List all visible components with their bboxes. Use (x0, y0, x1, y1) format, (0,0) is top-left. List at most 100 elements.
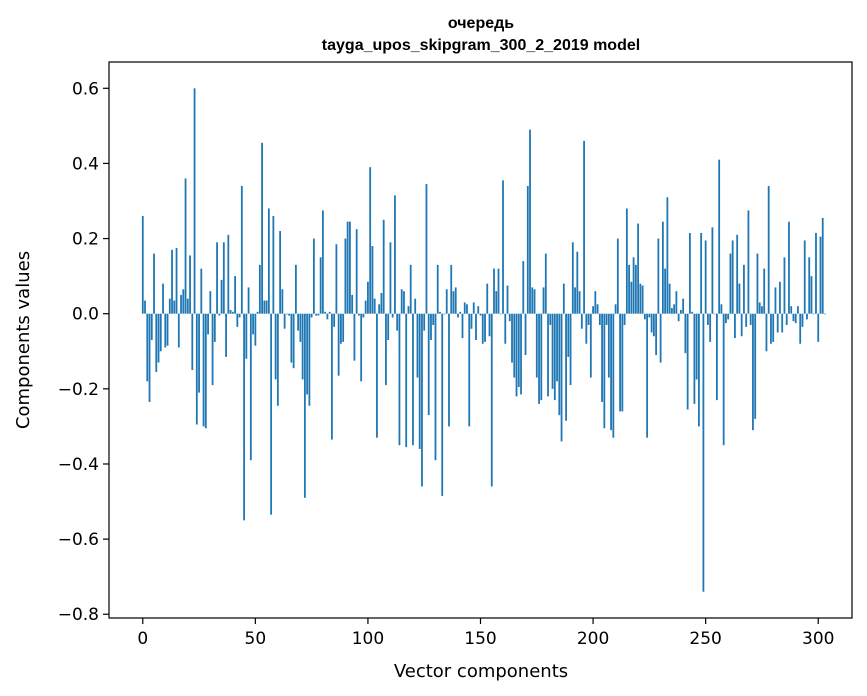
x-axis-ticks: 0 50 100 150 200 250 300 (137, 618, 834, 649)
bar-16 (177, 313, 180, 348)
bar-283 (779, 281, 781, 314)
bar-10 (164, 313, 167, 348)
bar-256 (718, 159, 721, 314)
bar-126 (425, 184, 428, 314)
bar-237 (675, 291, 678, 314)
bar-276 (763, 268, 766, 314)
bar-216 (628, 264, 630, 314)
bar-211 (616, 238, 619, 314)
bar-284 (781, 313, 784, 333)
bar-95 (355, 229, 358, 314)
bar-291 (797, 306, 799, 314)
bar-84 (331, 313, 333, 440)
bar-259 (725, 313, 727, 324)
bar-232 (664, 268, 667, 314)
bar-261 (729, 253, 732, 314)
bar-206 (605, 313, 608, 325)
bar-37 (225, 313, 227, 357)
bar-56 (267, 208, 270, 314)
bar-274 (758, 302, 761, 314)
bar-233 (666, 197, 669, 314)
bar-204 (601, 313, 603, 402)
bar-24 (195, 313, 198, 425)
bar-6 (155, 313, 158, 372)
bar-52 (258, 264, 261, 314)
bar-182 (551, 313, 554, 389)
y-axis-ticks: −0.8 −0.6 −0.4 −0.2 0.0 0.2 0.4 0.6 (58, 79, 109, 625)
bar-200 (592, 306, 594, 314)
bar-193 (576, 251, 579, 314)
bar-302 (821, 217, 824, 314)
bar-251 (707, 313, 709, 325)
bar-80 (321, 210, 324, 314)
bar-39 (229, 309, 232, 314)
chart-subtitle: tayga_upos_skipgram_300_2_2019 model (322, 37, 640, 54)
bar-20 (186, 298, 189, 314)
bar-296 (808, 257, 811, 314)
bar-112 (394, 195, 396, 314)
bar-270 (749, 313, 752, 325)
x-tick-label: 0 (137, 629, 148, 649)
bar-114 (398, 313, 401, 446)
bar-143 (463, 302, 466, 314)
bar-152 (484, 313, 486, 342)
bar-179 (544, 253, 547, 314)
bar-145 (468, 313, 471, 427)
bar-9 (162, 283, 164, 314)
bar-5 (153, 253, 155, 314)
bar-273 (756, 253, 759, 314)
y-tick-label: −0.2 (58, 380, 99, 400)
bar-278 (767, 185, 770, 314)
x-tick-label: 150 (464, 629, 496, 649)
bar-258 (722, 313, 725, 446)
bar-190 (569, 313, 572, 386)
bar-191 (571, 242, 574, 314)
bar-289 (792, 313, 795, 322)
bar-254 (713, 313, 716, 315)
bar-1 (144, 300, 146, 314)
bar-222 (641, 285, 644, 314)
bar-298 (812, 313, 815, 315)
bar-26 (200, 268, 203, 314)
bar-185 (558, 313, 561, 416)
bar-167 (517, 313, 520, 387)
bar-125 (423, 313, 426, 331)
y-tick-label: 0.6 (72, 79, 99, 99)
bar-15 (175, 247, 178, 314)
bar-176 (538, 313, 540, 404)
bar-41 (234, 276, 236, 314)
bar-174 (533, 289, 536, 314)
bar-249 (702, 313, 705, 592)
bar-160 (502, 180, 504, 314)
bar-239 (679, 309, 682, 314)
bar-220 (637, 223, 640, 314)
bar-33 (216, 242, 218, 314)
bar-189 (567, 313, 570, 357)
bar-66 (290, 313, 293, 363)
bar-290 (794, 313, 797, 324)
bar-85 (333, 313, 336, 327)
bar-300 (817, 313, 820, 342)
bar-45 (243, 313, 245, 521)
bar-294 (803, 240, 806, 314)
bar-235 (670, 308, 673, 314)
bar-246 (695, 313, 698, 380)
x-tick-label: 50 (245, 629, 267, 649)
bar-88 (340, 313, 342, 344)
bar-27 (202, 313, 205, 427)
bar-297 (810, 276, 813, 314)
bar-28 (204, 313, 207, 429)
bar-292 (799, 313, 802, 344)
bar-43 (238, 313, 241, 318)
bar-40 (231, 311, 234, 314)
bar-242 (686, 313, 689, 410)
y-tick-label: 0.4 (72, 154, 99, 174)
bar-253 (711, 227, 714, 314)
bar-77 (315, 313, 318, 316)
bar-110 (389, 242, 392, 314)
bar-3 (148, 313, 151, 402)
bar-129 (432, 313, 435, 325)
bar-120 (412, 313, 414, 446)
bar-97 (360, 313, 363, 382)
